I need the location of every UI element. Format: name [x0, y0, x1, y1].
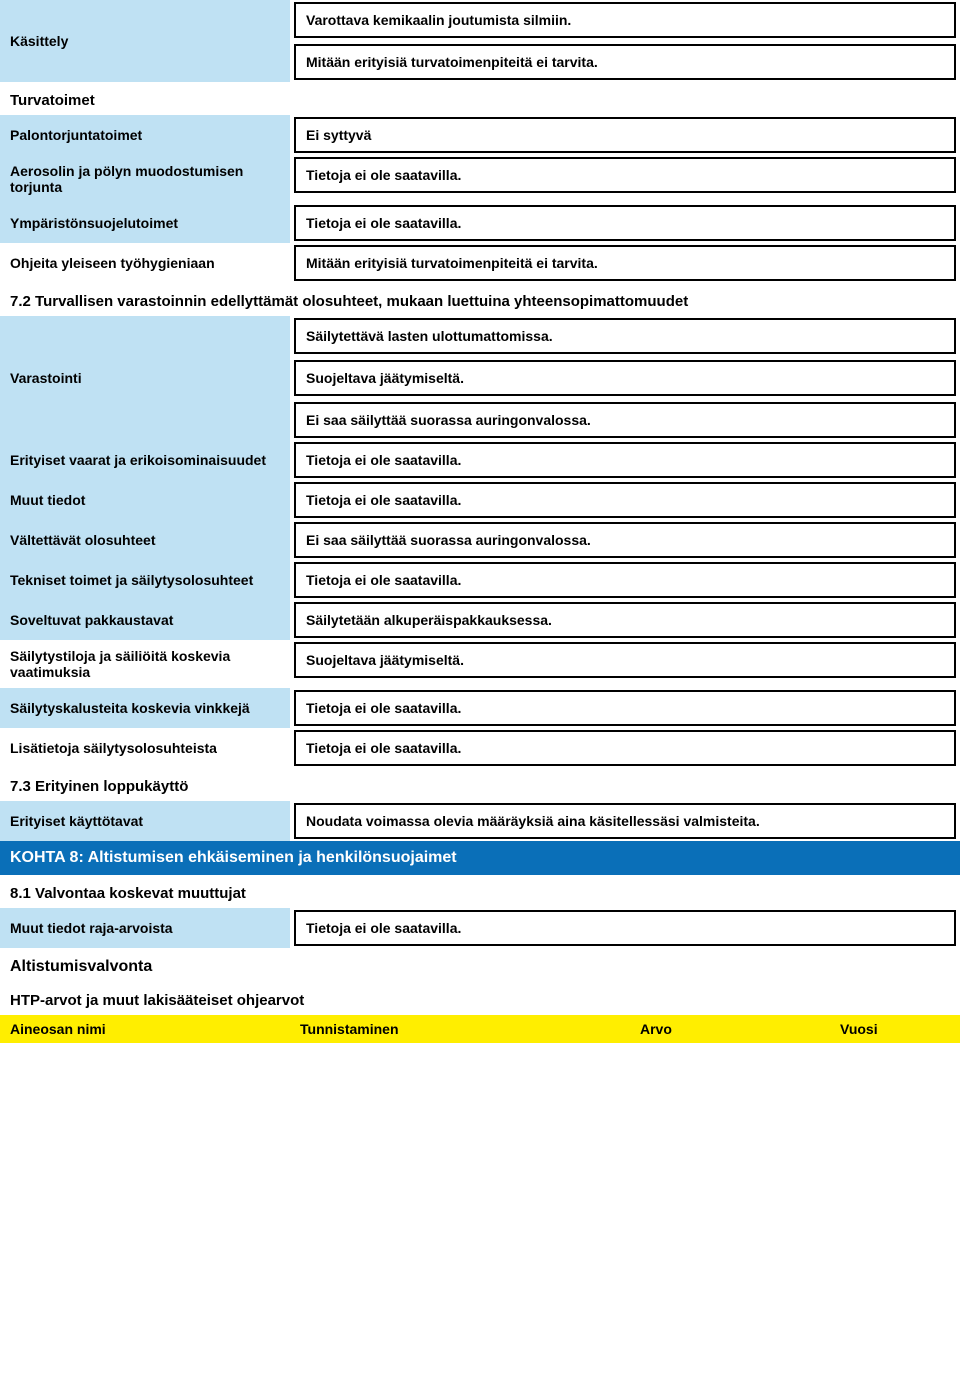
data-row: Muut tiedotTietoja ei ole saatavilla. — [0, 480, 960, 520]
row-value-wrap: Tietoja ei ole saatavilla. — [290, 560, 960, 600]
row-label: Säilytyskalusteita koskevia vinkkejä — [0, 688, 290, 728]
row-value: Tietoja ei ole saatavilla. — [294, 910, 956, 946]
section-heading-htp: HTP-arvot ja muut lakisääteiset ohjearvo… — [0, 982, 960, 1015]
section-heading-81: 8.1 Valvontaa koskevat muuttujat — [0, 875, 960, 908]
row-value: Mitään erityisiä turvatoimenpiteitä ei t… — [294, 245, 956, 281]
row-value-wrap: Säilytettävä lasten ulottumattomissa. Suo… — [290, 316, 960, 440]
data-row: Erityiset käyttötavatNoudata voimassa ol… — [0, 801, 960, 841]
row-label: Käsittely — [0, 0, 290, 82]
row-label: Ympäristönsuojelutoimet — [0, 203, 290, 243]
row-value-wrap: Varottava kemikaalin joutumista silmiin.… — [290, 0, 960, 82]
data-row: Säilytyskalusteita koskevia vinkkejäTiet… — [0, 688, 960, 728]
data-row: Vältettävät olosuhteetEi saa säilyttää s… — [0, 520, 960, 560]
row-value: Ei saa säilyttää suorassa auringonvaloss… — [294, 402, 956, 438]
data-row: Erityiset vaarat ja erikoisominaisuudetT… — [0, 440, 960, 480]
row-value-wrap: Mitään erityisiä turvatoimenpiteitä ei t… — [290, 243, 960, 283]
row-value: Tietoja ei ole saatavilla. — [294, 562, 956, 598]
row-label: Palontorjuntatoimet — [0, 115, 290, 155]
row-value-wrap: Tietoja ei ole saatavilla. — [290, 440, 960, 480]
data-row: Ohjeita yleiseen työhygieniaanMitään eri… — [0, 243, 960, 283]
section-heading: 7.3 Erityinen loppukäyttö — [0, 768, 960, 801]
table-header-arvo: Arvo — [640, 1021, 840, 1037]
row-value-wrap: Noudata voimassa olevia määräyksiä aina … — [290, 801, 960, 841]
data-row: Aerosolin ja pölyn muodostumisen torjunt… — [0, 155, 960, 203]
row-value-wrap: Tietoja ei ole saatavilla. — [290, 728, 960, 768]
row-label: Lisätietoja säilytysolosuhteista — [0, 728, 290, 768]
row-label: Muut tiedot — [0, 480, 290, 520]
row-label: Erityiset vaarat ja erikoisominaisuudet — [0, 440, 290, 480]
data-row: Lisätietoja säilytysolosuhteistaTietoja … — [0, 728, 960, 768]
row-label: Erityiset käyttötavat — [0, 801, 290, 841]
row-value-wrap: Suojeltava jäätymiseltä. — [290, 640, 960, 688]
row-value: Suojeltava jäätymiseltä. — [294, 360, 956, 396]
row-value: Tietoja ei ole saatavilla. — [294, 205, 956, 241]
table-header-row: Aineosan nimiTunnistaminenArvoVuosi — [0, 1015, 960, 1043]
row-value-wrap: Ei saa säilyttää suorassa auringonvaloss… — [290, 520, 960, 560]
row-value: Varottava kemikaalin joutumista silmiin. — [294, 2, 956, 38]
data-row: Muut tiedot raja-arvoistaTietoja ei ole … — [0, 908, 960, 948]
row-value-wrap: Tietoja ei ole saatavilla. — [290, 688, 960, 728]
row-value-wrap: Tietoja ei ole saatavilla. — [290, 203, 960, 243]
row-value-wrap: Tietoja ei ole saatavilla. — [290, 480, 960, 520]
row-value-wrap: Tietoja ei ole saatavilla. — [290, 155, 960, 203]
row-value: Säilytettävä lasten ulottumattomissa. — [294, 318, 956, 354]
row-label: Tekniset toimet ja säilytysolosuhteet — [0, 560, 290, 600]
section-bar-kohta8: KOHTA 8: Altistumisen ehkäiseminen ja he… — [0, 841, 960, 875]
data-row: VarastointiSäilytettävä lasten ulottumat… — [0, 316, 960, 440]
table-header-aineosan-nimi: Aineosan nimi — [10, 1021, 300, 1037]
data-row: KäsittelyVarottava kemikaalin joutumista… — [0, 0, 960, 82]
table-header-tunnistaminen: Tunnistaminen — [300, 1021, 640, 1037]
data-row: Tekniset toimet ja säilytysolosuhteetTie… — [0, 560, 960, 600]
row-label: Ohjeita yleiseen työhygieniaan — [0, 243, 290, 283]
section-heading-altistumis: Altistumisvalvonta — [0, 948, 960, 982]
data-row: PalontorjuntatoimetEi syttyvä — [0, 115, 960, 155]
row-value: Tietoja ei ole saatavilla. — [294, 690, 956, 726]
row-value-wrap: Ei syttyvä — [290, 115, 960, 155]
row-value: Ei syttyvä — [294, 117, 956, 153]
section-heading: 7.2 Turvallisen varastoinnin edellyttämä… — [0, 283, 960, 316]
row-value: Säilytetään alkuperäispakkauksessa. — [294, 602, 956, 638]
data-row: Säilytystiloja ja säiliöitä koskevia vaa… — [0, 640, 960, 688]
row-value-wrap: Tietoja ei ole saatavilla. — [290, 908, 960, 948]
section-heading: Turvatoimet — [0, 82, 960, 115]
row-value: Noudata voimassa olevia määräyksiä aina … — [294, 803, 956, 839]
row-label: Muut tiedot raja-arvoista — [0, 908, 290, 948]
row-value: Tietoja ei ole saatavilla. — [294, 442, 956, 478]
data-row: Soveltuvat pakkaustavatSäilytetään alkup… — [0, 600, 960, 640]
row-label: Varastointi — [0, 316, 290, 440]
row-value: Suojeltava jäätymiseltä. — [294, 642, 956, 678]
row-value: Tietoja ei ole saatavilla. — [294, 730, 956, 766]
row-value: Ei saa säilyttää suorassa auringonvaloss… — [294, 522, 956, 558]
row-value: Tietoja ei ole saatavilla. — [294, 157, 956, 193]
row-label: Soveltuvat pakkaustavat — [0, 600, 290, 640]
row-label: Aerosolin ja pölyn muodostumisen torjunt… — [0, 155, 290, 203]
row-label: Vältettävät olosuhteet — [0, 520, 290, 560]
row-value: Tietoja ei ole saatavilla. — [294, 482, 956, 518]
row-value: Mitään erityisiä turvatoimenpiteitä ei t… — [294, 44, 956, 80]
data-row: YmpäristönsuojelutoimetTietoja ei ole sa… — [0, 203, 960, 243]
table-header-vuosi: Vuosi — [840, 1021, 950, 1037]
row-label: Säilytystiloja ja säiliöitä koskevia vaa… — [0, 640, 290, 688]
row-value-wrap: Säilytetään alkuperäispakkauksessa. — [290, 600, 960, 640]
